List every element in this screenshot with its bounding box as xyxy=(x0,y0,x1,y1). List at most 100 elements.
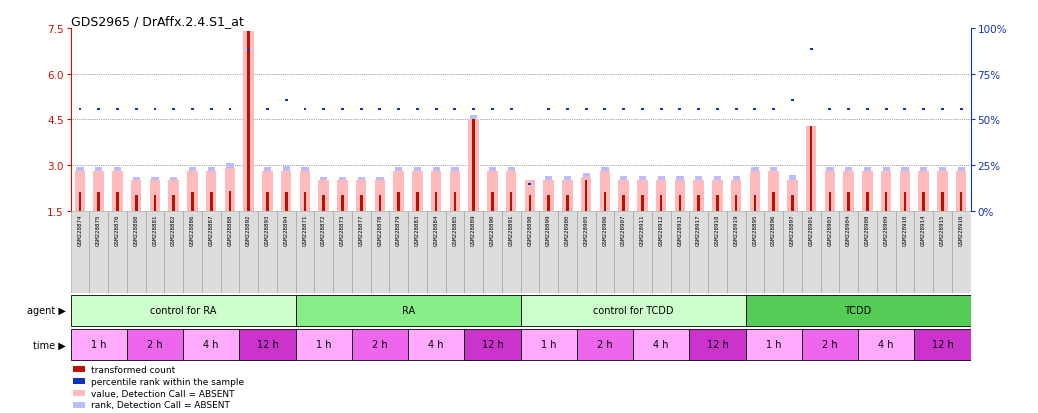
Text: GSM228883: GSM228883 xyxy=(415,214,420,245)
Bar xyxy=(445,211,464,294)
Bar xyxy=(656,181,666,211)
Text: control for RA: control for RA xyxy=(149,306,216,316)
Bar xyxy=(698,196,700,211)
Bar xyxy=(904,193,906,211)
Bar xyxy=(770,167,777,172)
Text: GSM228895: GSM228895 xyxy=(753,214,758,245)
Bar xyxy=(247,32,250,211)
Bar xyxy=(116,109,119,111)
Bar xyxy=(206,172,217,211)
Bar xyxy=(337,181,348,211)
Bar xyxy=(622,109,625,111)
Bar xyxy=(679,109,681,111)
Text: GSM228873: GSM228873 xyxy=(339,214,345,245)
Text: GSM228918: GSM228918 xyxy=(715,214,720,245)
Bar xyxy=(408,211,427,294)
Bar xyxy=(187,172,197,211)
Bar xyxy=(149,181,160,211)
Bar xyxy=(768,172,778,211)
Bar xyxy=(352,329,408,360)
Bar xyxy=(189,167,196,172)
Text: GSM228901: GSM228901 xyxy=(809,214,814,245)
Bar xyxy=(914,211,933,294)
Text: agent ▶: agent ▶ xyxy=(27,306,65,316)
Bar xyxy=(172,109,175,111)
Bar xyxy=(937,172,948,211)
Bar xyxy=(826,167,834,172)
Bar xyxy=(695,176,703,181)
Bar xyxy=(414,167,421,172)
Text: GSM228912: GSM228912 xyxy=(659,214,663,245)
Bar xyxy=(315,211,333,294)
Bar xyxy=(454,109,457,111)
Bar xyxy=(789,175,796,181)
Bar xyxy=(73,366,85,372)
Bar xyxy=(603,109,606,111)
Text: GSM228894: GSM228894 xyxy=(283,214,289,245)
Bar xyxy=(521,295,745,326)
Bar xyxy=(805,126,817,211)
Bar xyxy=(501,211,521,294)
Bar xyxy=(408,329,464,360)
Bar xyxy=(454,193,457,211)
Text: GDS2965 / DrAffx.2.4.S1_at: GDS2965 / DrAffx.2.4.S1_at xyxy=(71,15,244,28)
Bar xyxy=(393,172,404,211)
Bar xyxy=(360,196,362,211)
Text: 4 h: 4 h xyxy=(203,339,219,349)
Bar xyxy=(960,193,962,211)
Text: 2 h: 2 h xyxy=(822,339,838,349)
Bar xyxy=(108,211,127,294)
Bar xyxy=(303,109,306,111)
Text: GSM228911: GSM228911 xyxy=(639,214,645,245)
Bar xyxy=(772,193,775,211)
Bar xyxy=(714,176,721,181)
Bar xyxy=(468,120,479,211)
Text: GSM228887: GSM228887 xyxy=(209,214,214,245)
Bar xyxy=(145,211,164,294)
Bar xyxy=(601,167,608,172)
Bar xyxy=(191,193,194,211)
Text: GSM228881: GSM228881 xyxy=(153,214,158,245)
Bar xyxy=(524,181,536,211)
Bar xyxy=(112,172,122,211)
Bar xyxy=(731,181,741,211)
Bar xyxy=(95,167,103,172)
Bar xyxy=(79,193,81,211)
Bar xyxy=(914,329,971,360)
Bar xyxy=(491,193,494,211)
Bar xyxy=(604,193,606,211)
Text: GSM228893: GSM228893 xyxy=(265,214,270,245)
Bar xyxy=(641,109,644,111)
Bar xyxy=(675,181,685,211)
Bar xyxy=(356,181,366,211)
Bar xyxy=(483,211,501,294)
Bar xyxy=(73,390,85,396)
Text: GSM228882: GSM228882 xyxy=(171,214,176,245)
Text: GSM228872: GSM228872 xyxy=(321,214,326,245)
Bar xyxy=(584,109,588,111)
Text: 12 h: 12 h xyxy=(931,339,953,349)
Bar xyxy=(877,211,896,294)
Text: GSM228910: GSM228910 xyxy=(902,214,907,245)
Bar xyxy=(754,196,757,211)
Bar xyxy=(71,211,89,294)
Bar xyxy=(127,211,145,294)
Bar xyxy=(657,176,664,181)
Bar xyxy=(938,167,946,172)
Bar xyxy=(240,329,296,360)
Bar xyxy=(379,196,381,211)
Bar xyxy=(377,177,384,181)
Bar xyxy=(600,172,610,211)
Bar xyxy=(858,329,914,360)
Bar xyxy=(281,172,292,211)
Text: GSM228919: GSM228919 xyxy=(734,214,739,245)
Bar xyxy=(716,109,719,111)
Text: 1 h: 1 h xyxy=(541,339,556,349)
Bar xyxy=(322,109,325,111)
Bar xyxy=(452,167,459,172)
Bar xyxy=(810,49,813,51)
Text: GSM228898: GSM228898 xyxy=(527,214,532,245)
Bar xyxy=(296,295,521,326)
Text: GSM228888: GSM228888 xyxy=(227,214,233,245)
Bar xyxy=(226,164,234,169)
